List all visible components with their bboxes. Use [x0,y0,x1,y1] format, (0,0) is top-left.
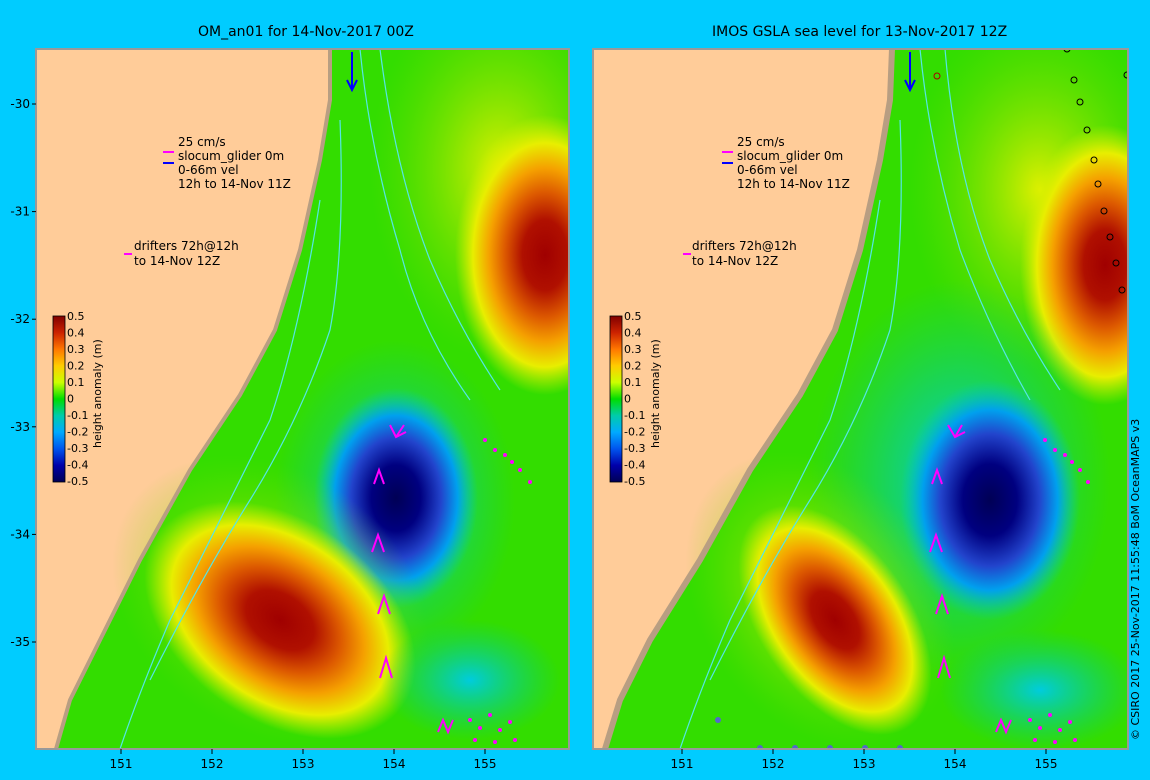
right-legend-period: 12h to 14-Nov 11Z [737,177,850,191]
right-colorbar: height anomaly (m) 0.5 0.4 0.3 0.2 0.1 0 -0.1 -… [609,310,662,488]
x-tick-label: 155 [1035,757,1058,771]
colorbar-tick-label: 0.5 [67,310,85,323]
colorbar-tick-label: 0.5 [624,310,642,323]
right-x-axis: 151 152 153 154 155 [671,749,1058,771]
colorbar-tick-label: 0.4 [67,327,85,340]
colorbar-tick-label: -0.3 [624,442,645,455]
left-colorbar-label: height anomaly (m) [91,339,104,448]
colorbar-tick-label: 0.1 [624,376,642,389]
colorbar-tick-label: 0.2 [67,360,85,373]
right-velocity-legend: 25 cm/s slocum_glider 0m 0-66m vel 12h t… [683,135,850,268]
colorbar-tick-label: 0 [67,393,74,406]
colorbar-tick-label: 0.2 [624,360,642,373]
right-legend-speed: 25 cm/s [737,135,785,149]
colorbar-tick-label: -0.3 [67,442,88,455]
x-tick-label: 153 [292,757,315,771]
left-panel-title: OM_an01 for 14-Nov-2017 00Z [198,24,414,40]
left-y-axis: -30 -31 -32 -33 -34 -35 [10,97,36,649]
colorbar-tick-label: -0.5 [67,475,88,488]
copyright-notice: © CSIRO 2017 25-Nov-2017 11:55:48 BoM Oc… [1129,418,1142,740]
left-velocity-legend: 25 cm/s slocum_glider 0m 0-66m vel 12h t… [124,135,291,268]
colorbar-tick-label: -0.4 [67,459,88,472]
right-sea-surface [602,49,1128,749]
colorbar-tick-label: 0.3 [624,343,642,356]
x-tick-label: 152 [762,757,785,771]
colorbar-tick-label: -0.4 [624,459,645,472]
left-legend-speed: 25 cm/s [178,135,226,149]
right-legend-vel: 0-66m vel [737,163,798,177]
colorbar-tick-label: -0.5 [624,475,645,488]
left-colorbar: height anomaly (m) 0.5 0.4 0.3 0.2 0.1 0 -0.1 -… [52,310,104,488]
right-panel-title: IMOS GSLA sea level for 13-Nov-2017 12Z [712,24,1008,40]
colorbar-tick-label: 0 [624,393,631,406]
right-legend-drifters: drifters 72h@12h [692,239,797,253]
colorbar-tick-label: -0.1 [624,409,645,422]
y-tick-label: -35 [10,635,30,649]
right-legend-glider: slocum_glider 0m [737,149,843,163]
x-tick-label: 152 [201,757,224,771]
x-tick-label: 153 [853,757,876,771]
y-tick-label: -33 [10,420,30,434]
y-tick-label: -34 [10,527,30,541]
left-sea-surface [54,49,569,749]
y-tick-label: -31 [10,205,30,219]
left-legend-drifters-period: to 14-Nov 12Z [134,254,220,268]
left-legend-glider: slocum_glider 0m [178,149,284,163]
x-tick-label: 154 [944,757,967,771]
colorbar-tick-label: 0.1 [67,376,85,389]
y-tick-label: -32 [10,312,30,326]
colorbar-tick-label: -0.2 [624,426,645,439]
right-colorbar-label: height anomaly (m) [649,339,662,448]
x-tick-label: 155 [474,757,497,771]
left-x-axis: 151 152 153 154 155 [110,749,497,771]
x-tick-label: 151 [110,757,133,771]
left-legend-vel: 0-66m vel [178,163,239,177]
y-tick-label: -30 [10,97,30,111]
left-legend-period: 12h to 14-Nov 11Z [178,177,291,191]
colorbar-tick-label: -0.1 [67,409,88,422]
colorbar-tick-label: 0.4 [624,327,642,340]
x-tick-label: 154 [383,757,406,771]
right-legend-drifters-period: to 14-Nov 12Z [692,254,778,268]
colorbar-tick-label: -0.2 [67,426,88,439]
x-tick-label: 151 [671,757,694,771]
colorbar-tick-label: 0.3 [67,343,85,356]
left-legend-drifters: drifters 72h@12h [134,239,239,253]
